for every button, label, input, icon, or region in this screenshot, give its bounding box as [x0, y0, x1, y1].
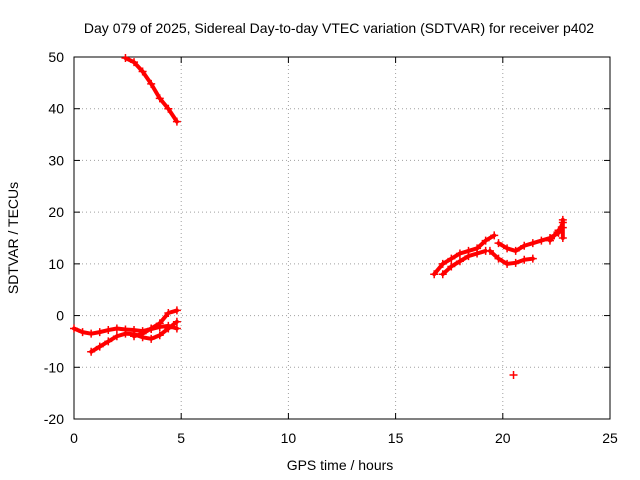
- data-point: [558, 234, 567, 242]
- series-arc-late-a: [430, 231, 499, 279]
- data-point: [464, 252, 473, 261]
- data-point: [95, 328, 104, 337]
- y-tick-label: -10: [44, 359, 64, 375]
- x-tick-label: 25: [602, 430, 618, 446]
- data-point: [138, 67, 147, 76]
- series-arc-late-d: [494, 218, 567, 255]
- y-tick-label: 20: [48, 204, 64, 220]
- data-point: [138, 329, 147, 338]
- data-point: [430, 270, 439, 279]
- data-point: [550, 231, 559, 240]
- data-point: [503, 259, 512, 268]
- data-point: [130, 332, 139, 341]
- data-point: [104, 337, 113, 346]
- x-tick-label: 0: [70, 430, 78, 446]
- data-point: [87, 347, 96, 356]
- y-tick-label: 0: [56, 308, 64, 324]
- series-trace: [487, 248, 535, 266]
- data-point: [537, 236, 546, 245]
- series-trace: [432, 233, 497, 277]
- data-point: [121, 54, 130, 63]
- data-point: [485, 246, 494, 255]
- grid-lines: [74, 57, 610, 419]
- series-arc-late-e: [545, 215, 567, 245]
- data-point: [490, 231, 499, 240]
- data-points: [70, 54, 567, 380]
- data-point: [438, 270, 447, 279]
- data-point: [511, 258, 520, 267]
- data-point: [130, 58, 139, 67]
- data-point: [147, 334, 156, 343]
- series-trace: [132, 308, 179, 339]
- data-point: [509, 371, 518, 380]
- data-point: [172, 306, 181, 315]
- data-point: [447, 254, 456, 263]
- data-point: [164, 308, 173, 317]
- data-point: [172, 324, 181, 333]
- y-tick-label: 40: [48, 101, 64, 117]
- series-arc-early-high: [121, 54, 181, 126]
- data-point: [455, 257, 464, 266]
- chart-title: Day 079 of 2025, Sidereal Day-to-day VTE…: [84, 20, 594, 36]
- y-tick-label: -20: [44, 411, 64, 427]
- data-point: [438, 259, 447, 268]
- data-point: [147, 324, 156, 333]
- series-arc-early-low-c: [130, 306, 181, 341]
- series-trace: [123, 56, 179, 124]
- x-tick-label: 10: [281, 430, 297, 446]
- data-point: [558, 223, 567, 232]
- data-point: [164, 324, 173, 333]
- data-point: [558, 215, 567, 224]
- series-arc-late-c: [485, 246, 537, 268]
- x-axis-label: GPS time / hours: [287, 457, 394, 473]
- series-arc-late-b: [438, 246, 490, 279]
- data-point: [172, 317, 181, 326]
- x-tick-label: 15: [388, 430, 404, 446]
- y-axis-label: SDTVAR / TECUs: [5, 182, 21, 294]
- axis-ticks: 0 5 10 15 20 25 -20 -10 0 10 20 30 40 50: [44, 49, 618, 446]
- x-tick-label: 5: [177, 430, 185, 446]
- data-point: [164, 104, 173, 113]
- data-point: [455, 249, 464, 258]
- data-point: [503, 244, 512, 253]
- data-point: [121, 329, 130, 338]
- y-tick-label: 50: [48, 49, 64, 65]
- data-point: [511, 246, 520, 255]
- data-point: [104, 326, 113, 335]
- data-point: [528, 254, 537, 263]
- data-point: [172, 117, 181, 126]
- data-point: [528, 239, 537, 248]
- data-point: [447, 262, 456, 271]
- data-point: [87, 329, 96, 338]
- data-point: [112, 324, 121, 333]
- plot-frame: [73, 56, 611, 420]
- data-point: [95, 342, 104, 351]
- data-point: [78, 328, 87, 337]
- data-point: [520, 241, 529, 250]
- data-point: [481, 236, 490, 245]
- data-point: [155, 319, 164, 328]
- data-point: [554, 226, 563, 235]
- data-point: [112, 332, 121, 341]
- data-point: [494, 254, 503, 263]
- y-tick-label: 10: [48, 256, 64, 272]
- series-trace: [440, 248, 488, 277]
- series-isolated: [509, 371, 518, 380]
- data-point: [147, 79, 156, 88]
- y-tick-label: 30: [48, 152, 64, 168]
- data-point: [520, 255, 529, 264]
- data-point: [545, 236, 554, 245]
- data-point: [494, 239, 503, 248]
- x-tick-label: 20: [495, 430, 511, 446]
- data-point: [155, 94, 164, 103]
- data-point: [155, 331, 164, 340]
- data-point: [473, 249, 482, 258]
- data-point: [70, 324, 78, 333]
